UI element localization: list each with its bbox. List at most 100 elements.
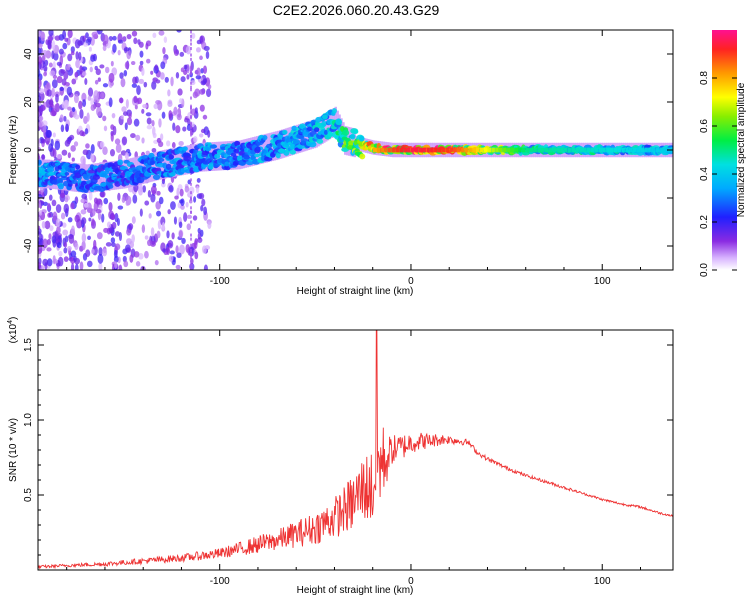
noise-speck: [71, 225, 75, 236]
ridge-core: [414, 147, 419, 153]
ridge-blob: [57, 183, 64, 190]
noise-speck: [196, 39, 202, 45]
noise-speck: [108, 97, 113, 108]
noise-speck: [99, 141, 105, 149]
noise-speck: [84, 78, 88, 86]
noise-speck: [205, 51, 210, 60]
noise-speck: [141, 224, 146, 234]
noise-speck: [144, 250, 149, 259]
noise-speck: [67, 53, 73, 62]
noise-speck: [179, 244, 185, 255]
ridge-halo: [236, 140, 240, 170]
noise-speck: [53, 52, 59, 61]
noise-speck: [52, 132, 56, 138]
noise-speck: [67, 136, 73, 142]
noise-speck: [200, 68, 204, 74]
noise-speck: [155, 201, 161, 210]
noise-speck: [48, 62, 53, 68]
noise-speck: [87, 95, 92, 101]
ridge-core: [376, 147, 381, 153]
noise-speck: [150, 227, 155, 237]
noise-speck: [166, 246, 170, 256]
noise-speck: [38, 43, 43, 48]
noise-speck: [201, 245, 207, 254]
ridge-core: [456, 147, 461, 153]
noise-speck: [145, 112, 152, 117]
noise-speck: [172, 122, 176, 131]
noise-speck: [183, 69, 188, 76]
ridge-blob: [321, 121, 328, 126]
ridge-blob: [82, 173, 89, 179]
ridge-blob: [104, 167, 111, 173]
ridge-core: [648, 147, 652, 153]
noise-speck: [70, 202, 75, 210]
noise-speck: [51, 235, 57, 244]
ridge-blob: [57, 179, 64, 184]
ridge-core: [460, 147, 465, 153]
ridge-blob: [342, 129, 350, 136]
ridge-core: [445, 147, 449, 153]
spectrogram-panel: -100 0 100 -40 -20 0 20 40 Height of straight …: [8, 29, 674, 297]
noise-streak: [190, 53, 193, 57]
ridge-core: [403, 147, 407, 153]
ridge-core: [426, 147, 430, 153]
ridge-blob: [313, 127, 320, 133]
noise-speck: [40, 31, 46, 42]
noise-speck: [78, 51, 82, 61]
noise-streak: [190, 268, 193, 270]
noise-speck: [52, 211, 58, 222]
noise-speck: [74, 114, 80, 120]
noise-speck: [131, 216, 136, 224]
ridge-blob: [332, 108, 337, 114]
noise-speck: [75, 51, 79, 60]
noise-speck: [58, 250, 63, 257]
ridge-blob: [359, 153, 366, 160]
noise-speck: [54, 103, 59, 110]
noise-speck: [38, 30, 41, 38]
noise-speck: [186, 74, 190, 80]
ridge-halo: [328, 110, 332, 140]
noise-speck: [141, 137, 145, 144]
noise-speck: [52, 148, 57, 159]
noise-speck: [79, 35, 85, 46]
ridge-core: [541, 147, 545, 153]
noise-speck: [158, 196, 164, 205]
noise-speck: [177, 88, 183, 96]
noise-speck: [196, 178, 201, 183]
ridge-blob: [152, 174, 161, 180]
ridge-core: [598, 147, 603, 153]
ridge-halo: [235, 140, 238, 170]
noise-speck: [74, 214, 80, 223]
noise-speck: [120, 115, 125, 120]
noise-streak: [190, 253, 193, 257]
noise-speck: [98, 262, 103, 270]
noise-speck: [95, 68, 101, 76]
noise-speck: [99, 191, 105, 198]
noise-speck: [138, 78, 145, 84]
noise-speck: [166, 230, 170, 239]
noise-speck: [63, 85, 68, 92]
ridge-core: [594, 147, 599, 153]
noise-streak: [190, 96, 193, 100]
noise-speck: [40, 265, 45, 270]
noise-speck: [97, 77, 101, 82]
noise-speck: [171, 232, 175, 240]
noise-speck: [153, 103, 158, 110]
noise-speck: [56, 226, 61, 235]
noise-speck: [135, 261, 141, 267]
noise-speck: [154, 64, 159, 71]
colorbar: 0.0 0.2 0.4 0.6 0.8 Normalized spectral ampl…: [699, 30, 747, 277]
noise-speck: [64, 99, 69, 108]
noise-speck: [81, 217, 87, 225]
noise-speck: [118, 264, 123, 270]
noise-speck: [56, 242, 62, 249]
noise-speck: [155, 79, 161, 84]
noise-speck: [186, 123, 192, 132]
x-tick-label: -100: [210, 276, 230, 287]
ridge-core: [602, 147, 606, 153]
ridge-core: [388, 147, 392, 153]
noise-speck: [82, 149, 89, 156]
noise-speck: [116, 218, 120, 226]
noise-speck: [49, 70, 56, 77]
ridge-blob: [291, 125, 298, 132]
